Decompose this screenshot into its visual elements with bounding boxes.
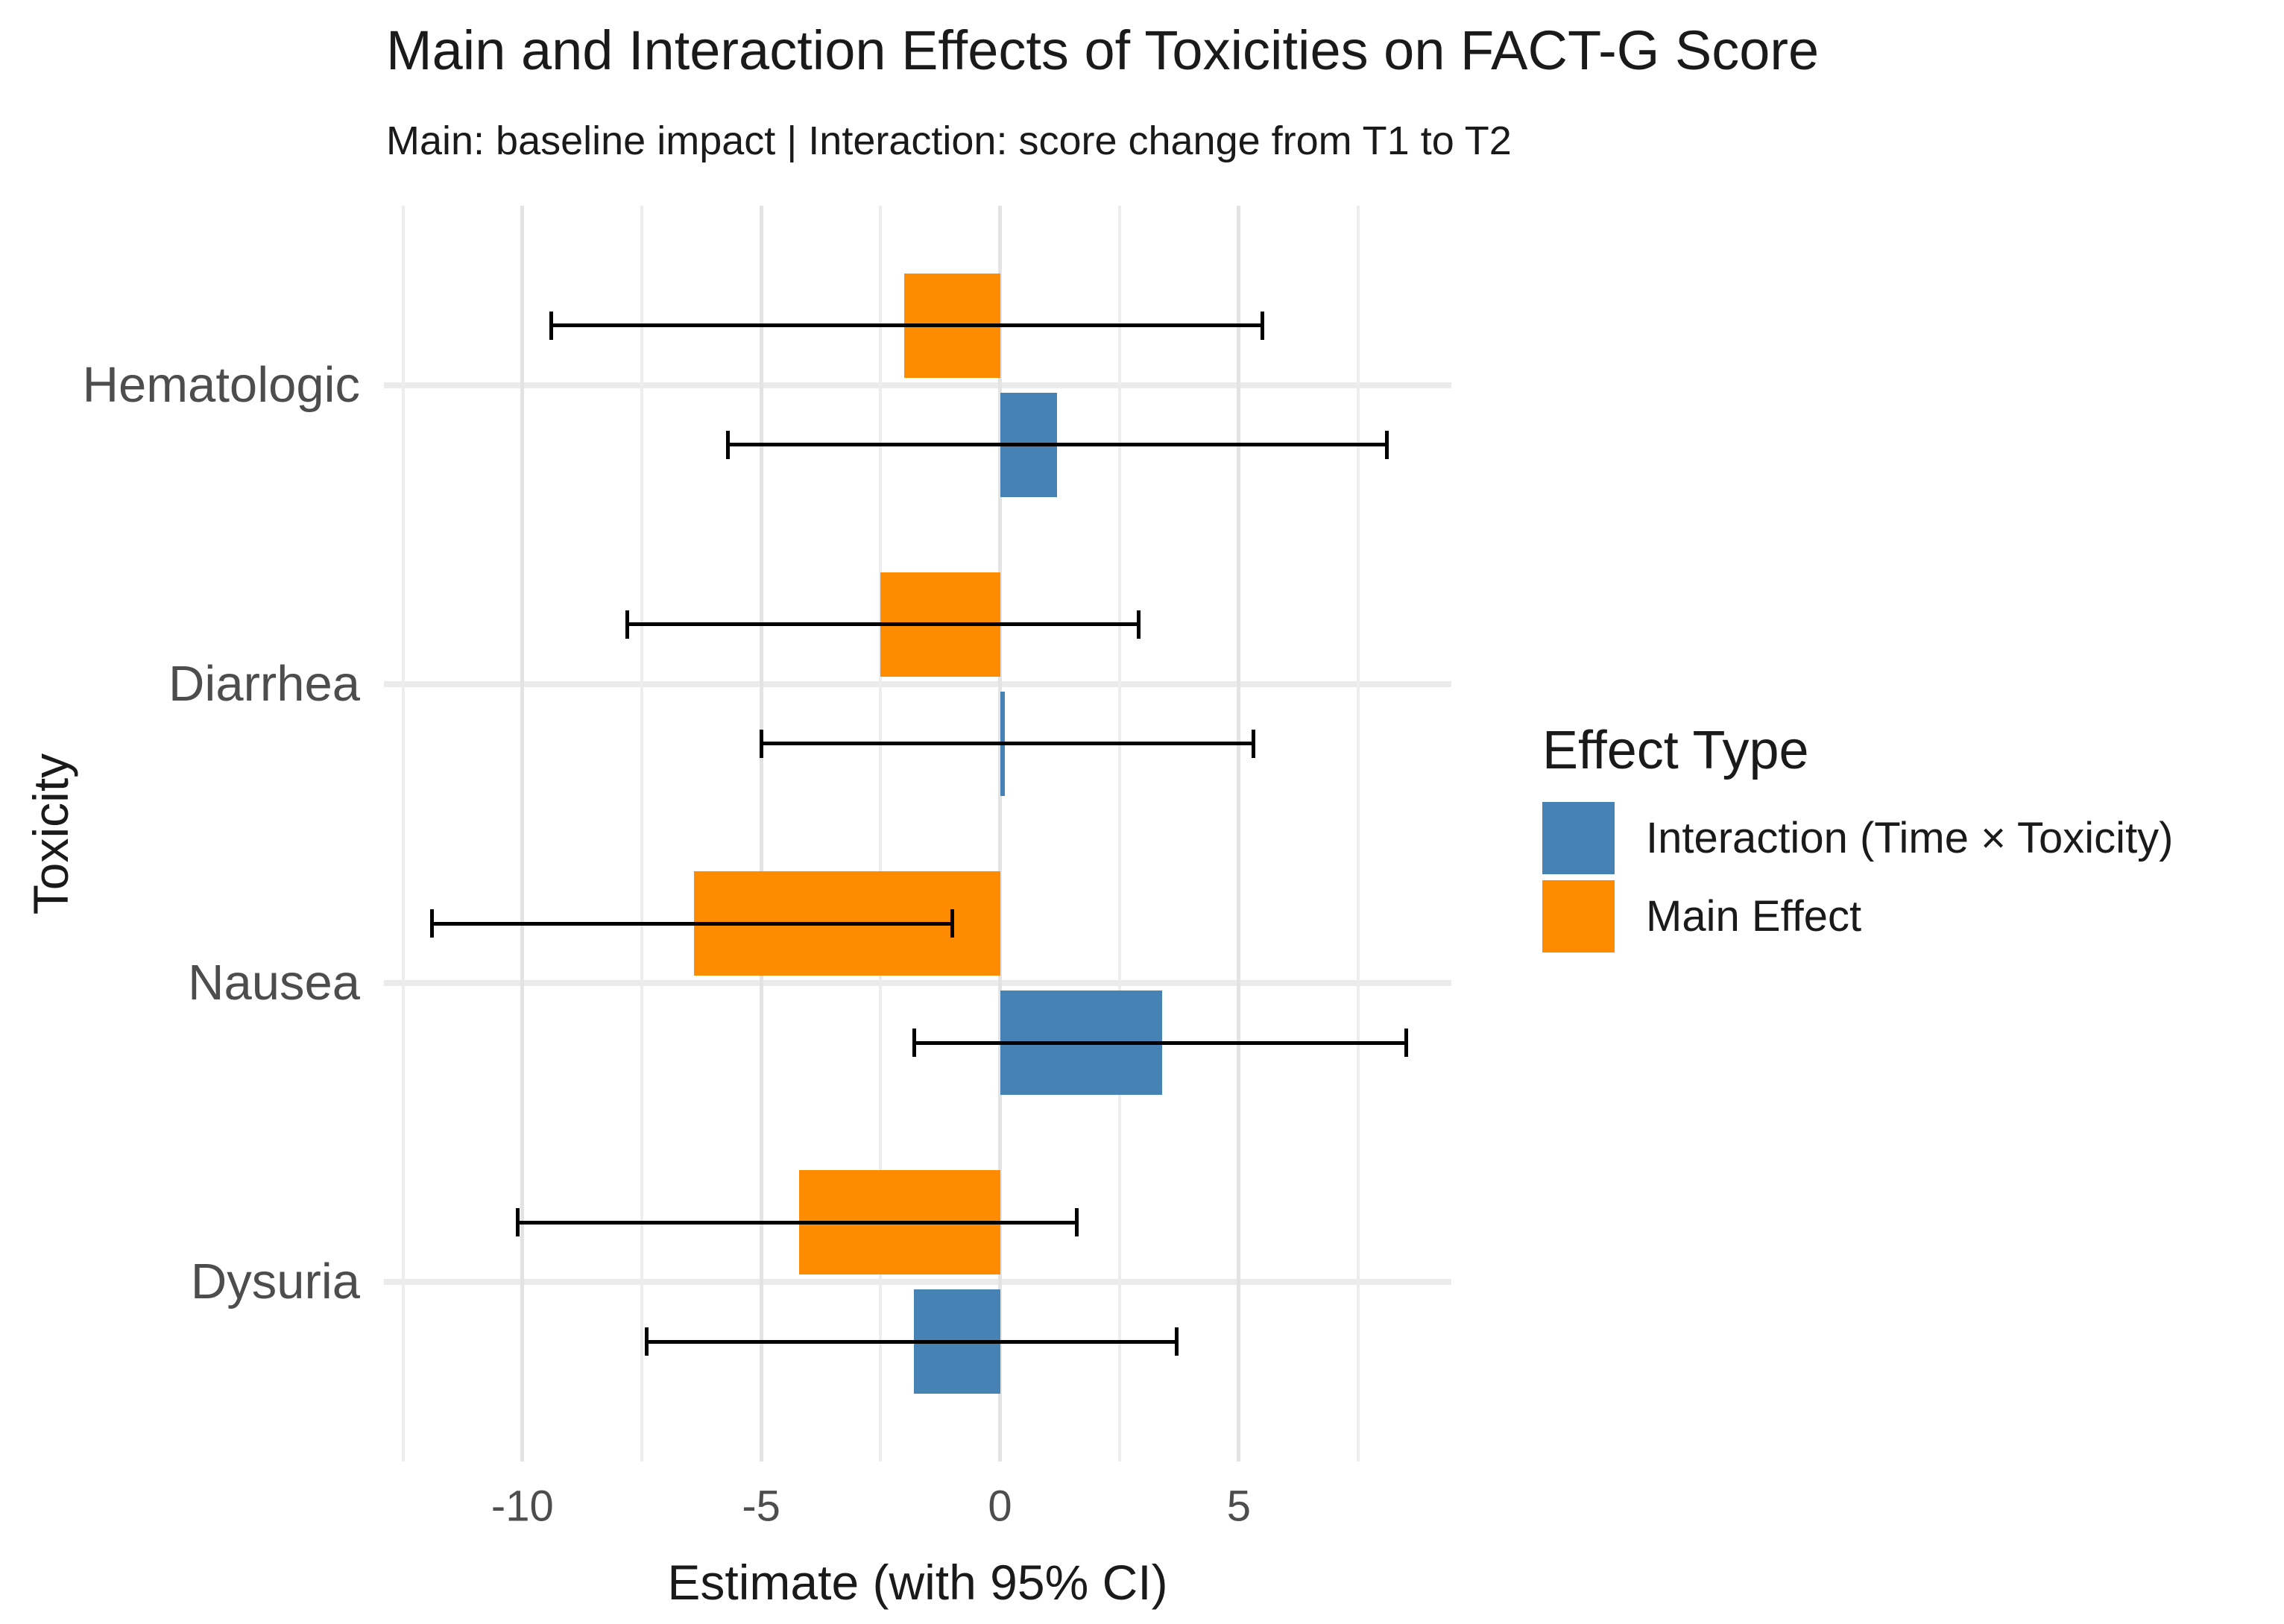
y-category-label-hematologic: Hematologic [82,356,360,413]
x-axis-title: Estimate (with 95% CI) [667,1555,1168,1610]
errorbar-cap-high-main-effect-dysuria [1074,1208,1079,1237]
gridline-h-dysuria [384,1279,1451,1286]
errorbar-cap-high-main-effect-nausea [950,909,954,938]
y-category-label-nausea: Nausea [188,955,360,1011]
gridline-v-minor [1357,206,1360,1462]
legend-title: Effect Type [1542,721,1809,780]
errorbar-cap-high-interaction-time-toxicity-diarrhea [1251,729,1255,758]
errorbar-main-effect-diarrhea [627,622,1139,627]
errorbar-cap-low-main-effect-diarrhea [625,610,630,639]
errorbar-cap-low-interaction-time-toxicity-hematologic [725,430,730,459]
errorbar-main-effect-hematologic [551,323,1263,328]
gridline-v-major [520,206,525,1462]
errorbar-interaction-time-toxicity-nausea [914,1040,1407,1045]
x-tick-label: 0 [988,1482,1012,1531]
errorbar-interaction-time-toxicity-diarrhea [761,742,1254,746]
gridline-v-minor [401,206,405,1462]
errorbar-cap-low-interaction-time-toxicity-nausea [912,1029,916,1058]
errorbar-interaction-time-toxicity-dysuria [646,1339,1177,1344]
errorbar-cap-high-main-effect-hematologic [1261,311,1265,340]
gridline-v-major [759,206,763,1462]
y-category-label-diarrhea: Diarrhea [168,655,360,712]
x-tick-label: 5 [1226,1482,1252,1531]
gridline-v-minor [879,206,883,1462]
gridline-h-nausea [384,980,1451,987]
plot-title: Main and Interaction Effects of Toxiciti… [386,19,1820,81]
errorbar-main-effect-nausea [432,921,953,926]
gridline-v-minor [1117,206,1121,1462]
x-tick-label: -5 [742,1482,780,1531]
gridline-v-minor [640,206,643,1462]
y-axis-title: Toxicity [23,753,78,914]
errorbar-main-effect-dysuria [517,1220,1077,1225]
errorbar-cap-low-interaction-time-toxicity-diarrhea [759,729,763,758]
errorbar-interaction-time-toxicity-hematologic [728,443,1387,447]
legend-label-interaction-time-toxicity: Interaction (Time × Toxicity) [1646,814,2174,862]
gridline-h-hematologic [384,382,1451,388]
legend-swatch-main-effect [1542,880,1615,952]
errorbar-cap-high-main-effect-diarrhea [1136,610,1141,639]
errorbar-cap-low-main-effect-nausea [429,909,434,938]
plot-panel [384,206,1451,1462]
x-tick-label: -10 [490,1482,554,1531]
gridline-v-major [1237,206,1241,1462]
gridline-v-major [998,206,1003,1462]
errorbar-cap-high-interaction-time-toxicity-hematologic [1385,430,1389,459]
errorbar-cap-low-main-effect-dysuria [515,1208,520,1237]
errorbar-cap-low-interaction-time-toxicity-dysuria [644,1327,649,1356]
errorbar-cap-low-main-effect-hematologic [549,311,553,340]
plot-subtitle: Main: baseline impact | Interaction: sco… [386,119,1512,163]
legend-swatch-interaction-time-toxicity [1542,802,1615,874]
errorbar-cap-high-interaction-time-toxicity-dysuria [1175,1327,1179,1356]
gridline-h-diarrhea [384,680,1451,687]
errorbar-cap-high-interaction-time-toxicity-nausea [1404,1029,1408,1058]
legend-label-main-effect: Main Effect [1646,892,1862,941]
y-category-label-dysuria: Dysuria [190,1254,360,1310]
